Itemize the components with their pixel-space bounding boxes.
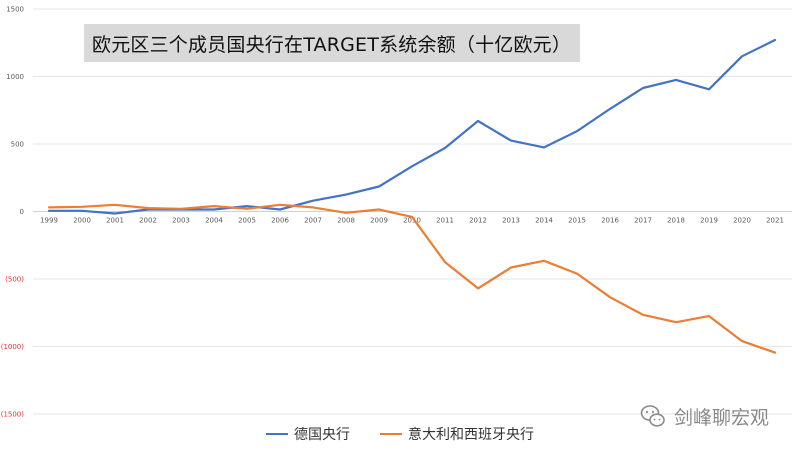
y-tick-label: 1500 [6, 6, 24, 14]
x-tick-label: 2017 [634, 217, 652, 225]
x-tick-label: 2015 [568, 217, 586, 225]
x-tick-label: 2021 [766, 217, 784, 225]
x-tick-label: 2019 [700, 217, 718, 225]
x-tick-label: 2010 [403, 217, 421, 225]
y-tick-label: (1000) [1, 343, 25, 351]
legend-label-series-1: 德国央行 [294, 427, 350, 443]
gridlines [33, 8, 792, 415]
legend: 德国央行 意大利和西班牙央行 [0, 424, 800, 444]
y-tick-label: 500 [11, 141, 24, 149]
x-tick-label: 2008 [337, 217, 355, 225]
x-tick-label: 2006 [271, 217, 289, 225]
x-tick-label: 2003 [172, 217, 190, 225]
x-tick-label: 2007 [304, 217, 322, 225]
x-tick-label: 2002 [139, 217, 157, 225]
legend-item-series-2: 意大利和西班牙央行 [380, 424, 534, 444]
legend-item-series-1: 德国央行 [266, 424, 350, 444]
x-tick-label: 2000 [73, 217, 91, 225]
x-tick-label: 2016 [601, 217, 619, 225]
x-tick-label: 2013 [502, 217, 520, 225]
x-tick-label: 2009 [370, 217, 388, 225]
series-line-1 [47, 38, 777, 215]
x-tick-label: 2001 [106, 217, 124, 225]
axis-labels: 1500 1000 500 0 (500) (1000) (1500) 1999 2000 200… [1, 6, 784, 419]
y-tick-label: 1000 [6, 73, 24, 81]
x-tick-label: 2014 [535, 217, 553, 225]
series-lines [47, 38, 777, 354]
x-tick-label: 2004 [205, 217, 223, 225]
x-tick-label: 2020 [733, 217, 751, 225]
y-tick-label: (500) [5, 276, 24, 284]
x-tick-label: 2012 [469, 217, 487, 225]
legend-swatch-series-2 [380, 433, 402, 435]
y-tick-label: 0 [20, 208, 24, 216]
watermark: 剑峰聊宏观 [640, 402, 769, 430]
y-tick-label: (1500) [1, 411, 25, 419]
x-tick-label: 2005 [238, 217, 256, 225]
legend-label-series-2: 意大利和西班牙央行 [408, 427, 534, 443]
x-tick-label: 2018 [667, 217, 685, 225]
x-tick-label: 1999 [40, 217, 58, 225]
legend-swatch-series-1 [266, 433, 288, 435]
x-tick-label: 2011 [436, 217, 454, 225]
watermark-text: 剑峰聊宏观 [674, 406, 770, 429]
wechat-icon [640, 405, 665, 427]
chart-title: 欧元区三个成员国央行在TARGET系统余额（十亿欧元） [84, 24, 580, 62]
